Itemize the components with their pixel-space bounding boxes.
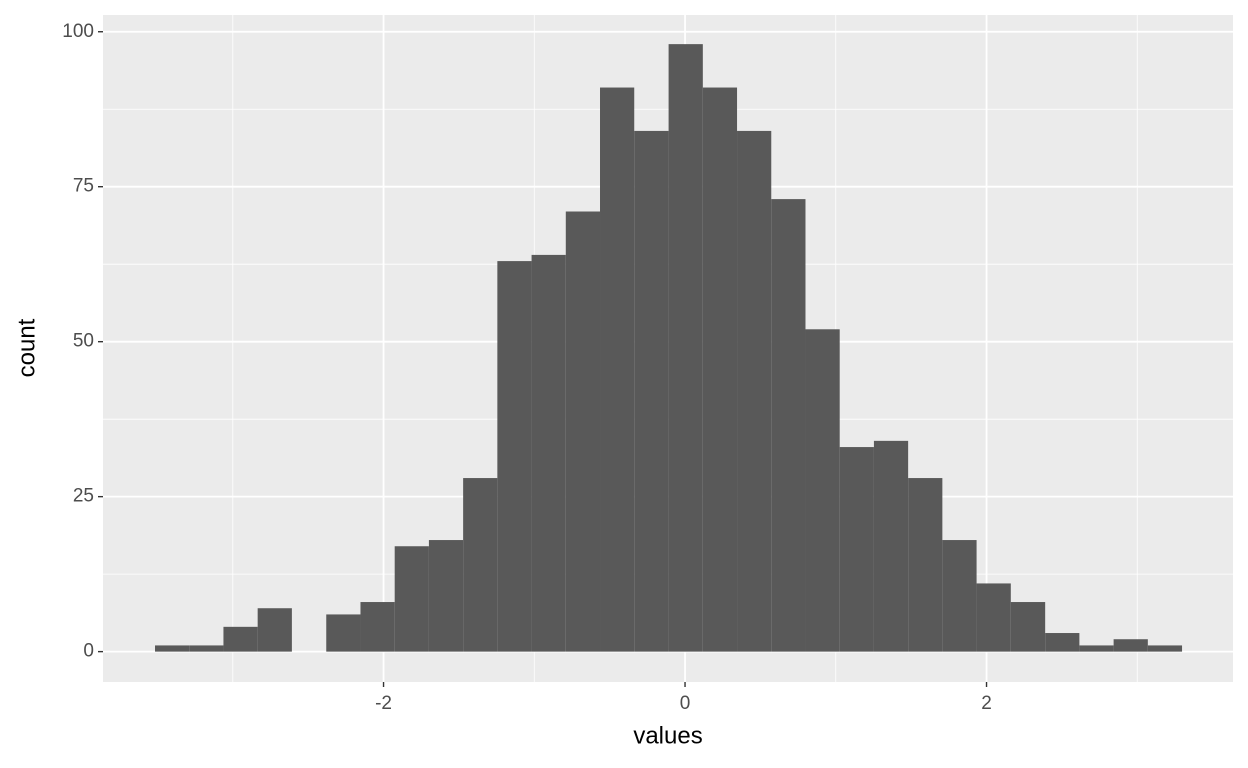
bar <box>702 87 738 652</box>
bar <box>600 87 635 652</box>
bar <box>1010 602 1046 652</box>
bar <box>189 645 224 652</box>
bar <box>531 254 566 652</box>
y-tick-label: 25 <box>73 486 94 507</box>
bar <box>565 211 601 652</box>
bar <box>668 44 703 652</box>
y-axis-title: count <box>13 318 40 377</box>
y-tick-label: 100 <box>62 21 94 42</box>
bar <box>155 645 190 652</box>
ticks: -2 0 2 0 25 50 75 100 <box>62 21 992 714</box>
bar <box>805 329 840 652</box>
bar <box>1147 645 1183 652</box>
bar <box>1079 645 1114 652</box>
bar <box>463 478 498 652</box>
bar <box>771 199 806 652</box>
x-axis-title: values <box>633 722 702 749</box>
bar <box>394 546 429 652</box>
bar <box>1045 633 1080 652</box>
x-tick-label: 2 <box>981 693 992 714</box>
bar <box>257 608 292 652</box>
bar <box>1113 639 1148 652</box>
y-tick-label: 50 <box>73 331 94 352</box>
bar <box>976 583 1011 652</box>
bar <box>497 261 532 652</box>
bar <box>223 626 258 652</box>
bar <box>360 602 395 652</box>
bars <box>155 44 1183 652</box>
bar <box>326 614 361 652</box>
bar <box>634 130 669 652</box>
bar <box>942 540 977 652</box>
bar <box>428 540 464 652</box>
y-tick-label: 75 <box>73 176 94 197</box>
x-tick-label: 0 <box>680 693 691 714</box>
x-tick-label: -2 <box>375 693 392 714</box>
y-tick-label: 0 <box>83 641 94 662</box>
bar <box>737 130 772 652</box>
bar <box>873 440 909 652</box>
bar <box>839 447 874 652</box>
bar <box>908 478 943 652</box>
